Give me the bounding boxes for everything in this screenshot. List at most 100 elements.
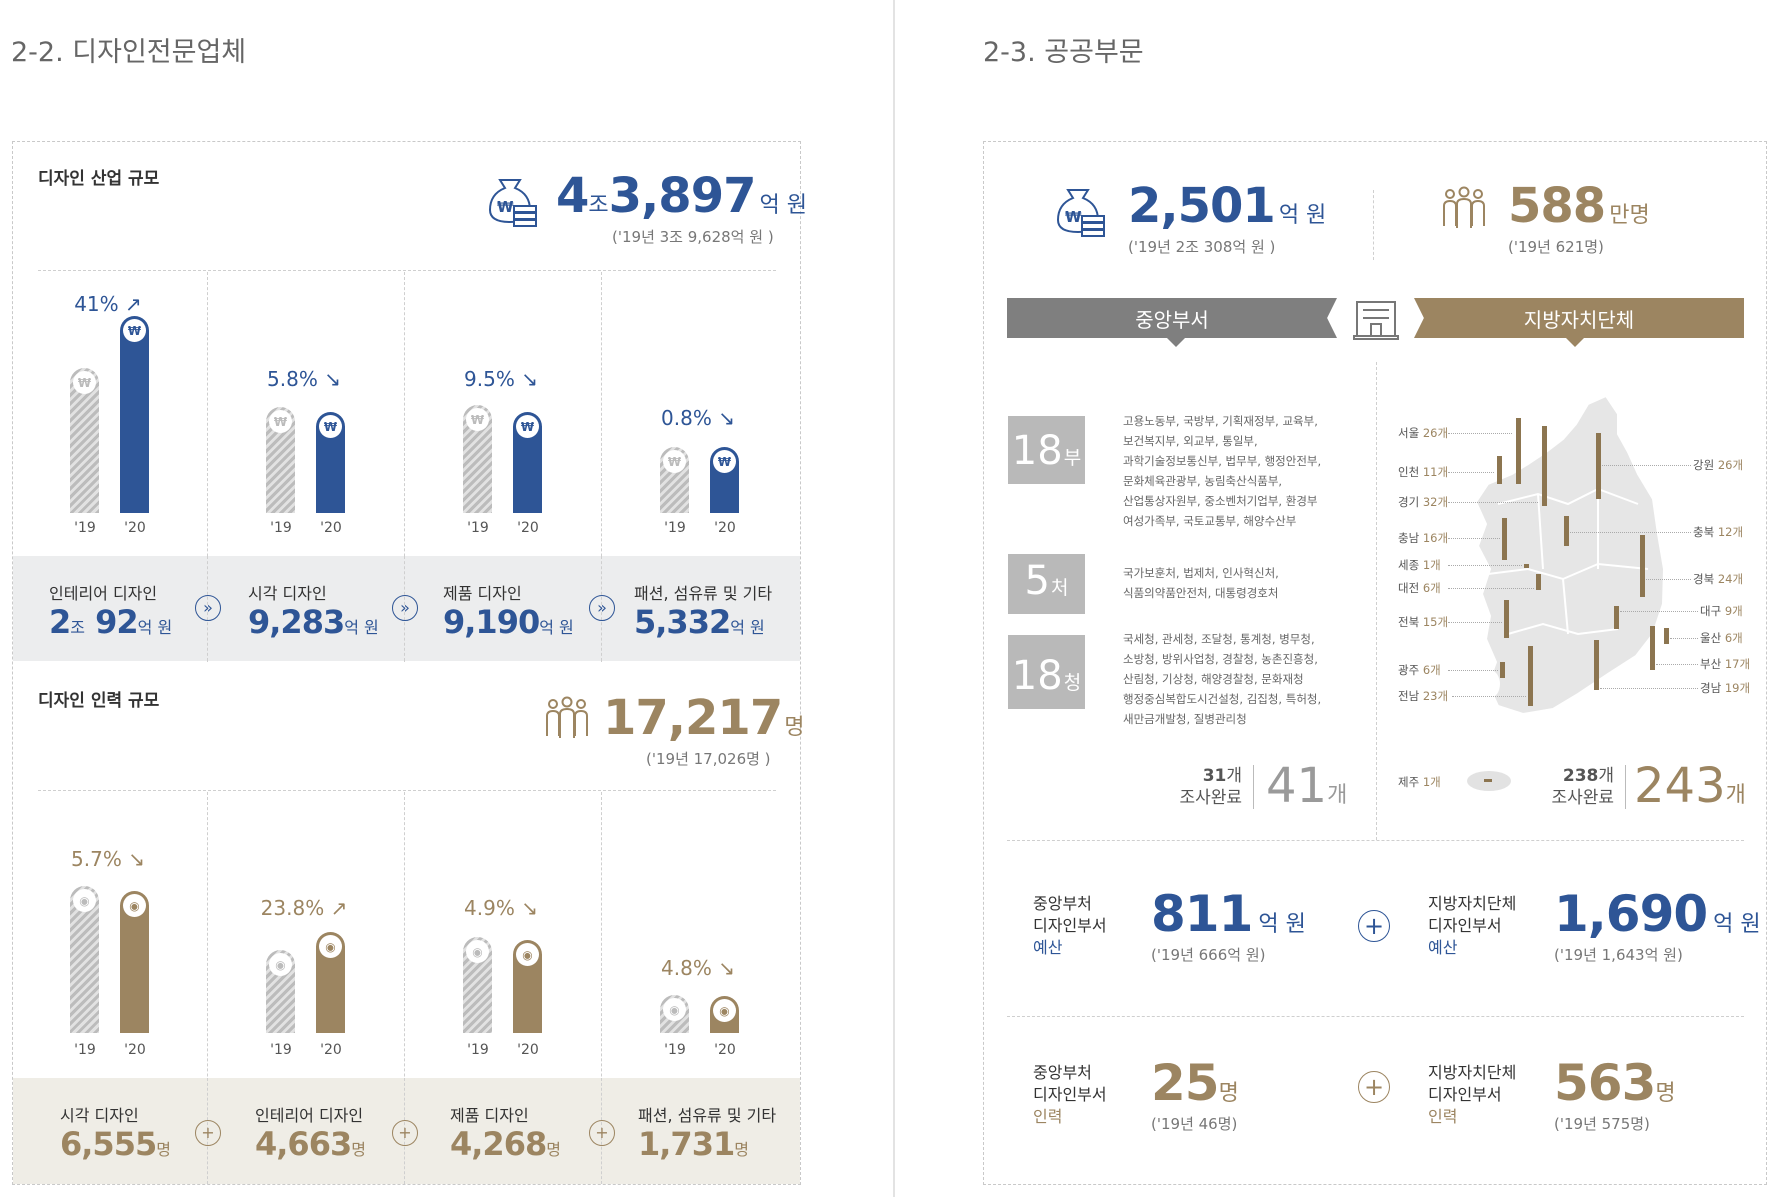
- divider: [601, 792, 602, 1182]
- year-label: '19: [74, 520, 96, 536]
- section-title-design-firms: 2-2. 디자인전문업체: [11, 37, 247, 68]
- central-survey-done: 31개 조사완료: [1179, 766, 1242, 808]
- bar-2019-interior-staff: ◉: [266, 950, 295, 1033]
- bar-2020-fashion-staff: ◉: [710, 996, 739, 1033]
- map-bar-chungnam: [1502, 518, 1507, 560]
- workforce-cat-value: 4,663명: [255, 1125, 366, 1163]
- bar-2019-interior: ₩: [70, 368, 99, 513]
- bar-2019-fashion-staff: ◉: [660, 995, 689, 1033]
- divider: [404, 792, 405, 1182]
- banner-pointer: [1167, 338, 1185, 347]
- workforce-cat-value: 4,268명: [450, 1125, 561, 1163]
- offices-list: 국가보훈처, 법제처, 인사혁신처, 식품의약품안전처, 대통령경호처: [1123, 566, 1279, 600]
- local-budget-label: 지방자치단체 디자인부서 예산: [1428, 894, 1517, 957]
- jeju-island: [1467, 771, 1511, 791]
- map-bar-daegu: [1614, 606, 1619, 629]
- industry-cat-label: 패션, 섬유류 및 기타: [634, 584, 773, 603]
- workforce-pct-product: 4.9% ↘: [464, 896, 538, 920]
- map-bar-sejong: [1524, 564, 1529, 568]
- local-staff-value: 563명: [1554, 1054, 1676, 1112]
- region-label: 전북 15개: [1398, 615, 1449, 629]
- workforce-pct-fashion: 4.8% ↘: [661, 956, 735, 980]
- workforce-total-value: 17,217명: [603, 690, 805, 746]
- region-label: 경기 32개: [1398, 495, 1449, 509]
- divider: [207, 272, 208, 662]
- central-banner: 중앙부서: [1007, 298, 1337, 338]
- bar-2020-visual-staff: ◉: [120, 891, 149, 1033]
- central-staff-value: 25명: [1151, 1054, 1239, 1112]
- section-title-public-sector: 2-3. 공공부문: [983, 37, 1144, 68]
- industry-pct-visual: 5.8% ↘: [267, 367, 341, 391]
- central-budget-prev: ('19년 666억 원): [1151, 946, 1266, 964]
- industry-cat-value: 5,332억 원: [634, 603, 765, 641]
- industry-cat-value: 9,190억 원: [443, 603, 574, 641]
- leader-line: [1570, 532, 1691, 533]
- region-label: 충북 12개: [1693, 525, 1744, 539]
- central-budget-label: 중앙부처 디자인부서 예산: [1033, 894, 1107, 957]
- design-firms-box: [12, 141, 801, 1185]
- industry-pct-interior: 41% ↗: [74, 292, 142, 316]
- local-budget-value: 1,690 억 원: [1554, 885, 1761, 943]
- year-label: '20: [320, 520, 342, 536]
- bar-2019-product-staff: ◉: [463, 937, 492, 1033]
- people-icon: [546, 696, 588, 738]
- year-label: '19: [74, 1042, 96, 1058]
- central-staff-label: 중앙부처 디자인부서 인력: [1033, 1063, 1107, 1126]
- divider: [404, 272, 405, 662]
- workforce-prev-value: ('19년 17,026명 ): [646, 750, 771, 768]
- industry-cat-label: 시각 디자인: [248, 584, 327, 603]
- workforce-cat-value: 1,731명: [638, 1125, 749, 1163]
- bar-2020-interior-staff: ◉: [316, 932, 345, 1033]
- divider: [601, 272, 602, 662]
- map-bar-gyeongnam: [1594, 640, 1599, 690]
- workforce-size-label: 디자인 인력 규모: [38, 691, 160, 711]
- workforce-pct-visual: 5.7% ↘: [71, 847, 145, 871]
- bar-2019-fashion: ₩: [660, 447, 689, 513]
- plus-icon: +: [1358, 1071, 1390, 1103]
- leader-line: [1452, 696, 1526, 697]
- page-divider: [893, 0, 895, 1197]
- plus-icon: +: [1358, 910, 1390, 942]
- divider: [1625, 765, 1626, 809]
- leader-line: [1448, 538, 1500, 539]
- year-label: '20: [714, 1042, 736, 1058]
- money-bag-icon: ₩: [1056, 189, 1105, 237]
- map-bar-gangwon: [1596, 433, 1601, 499]
- region-label: 충남 16개: [1398, 531, 1449, 545]
- region-label: 강원 26개: [1693, 458, 1744, 472]
- divider: [1007, 840, 1744, 841]
- bar-2019-product: ₩: [463, 405, 492, 513]
- region-label: 울산 6개: [1700, 631, 1743, 645]
- year-label: '19: [664, 520, 686, 536]
- leader-line: [1656, 664, 1698, 665]
- region-label: 광주 6개: [1398, 663, 1441, 677]
- central-staff-prev: ('19년 46명): [1151, 1115, 1238, 1133]
- ministries-count-box: 18 부: [1008, 416, 1085, 484]
- region-label: 부산 17개: [1700, 657, 1751, 671]
- industry-total-value: 4조3,897 억 원: [556, 168, 807, 224]
- money-bag-icon: ₩: [488, 179, 537, 227]
- industry-pct-product: 9.5% ↘: [464, 367, 538, 391]
- bar-2020-visual: ₩: [316, 412, 345, 513]
- year-label: '19: [270, 1042, 292, 1058]
- divider: [1007, 1016, 1744, 1017]
- leader-line: [1448, 670, 1498, 671]
- local-total: 243개: [1634, 758, 1746, 814]
- local-staff-prev: ('19년 575명): [1554, 1115, 1650, 1133]
- divider: [38, 790, 776, 791]
- industry-cat-label: 인테리어 디자인: [49, 584, 158, 603]
- leader-line: [1646, 579, 1691, 580]
- arrow-right-icon: »: [195, 595, 221, 621]
- year-label: '20: [124, 520, 146, 536]
- map-bar-jeonbuk: [1504, 600, 1509, 638]
- year-label: '20: [320, 1042, 342, 1058]
- region-label: 전남 23개: [1398, 689, 1449, 703]
- year-label: '20: [517, 1042, 539, 1058]
- bar-2019-visual-staff: ◉: [70, 886, 99, 1033]
- leader-line: [1600, 688, 1698, 689]
- region-label: 대구 9개: [1700, 604, 1743, 618]
- divider: [1376, 362, 1377, 840]
- arrow-right-icon: »: [589, 595, 615, 621]
- public-budget-value: 2,501 억 원: [1128, 178, 1327, 234]
- arrow-right-icon: »: [392, 595, 418, 621]
